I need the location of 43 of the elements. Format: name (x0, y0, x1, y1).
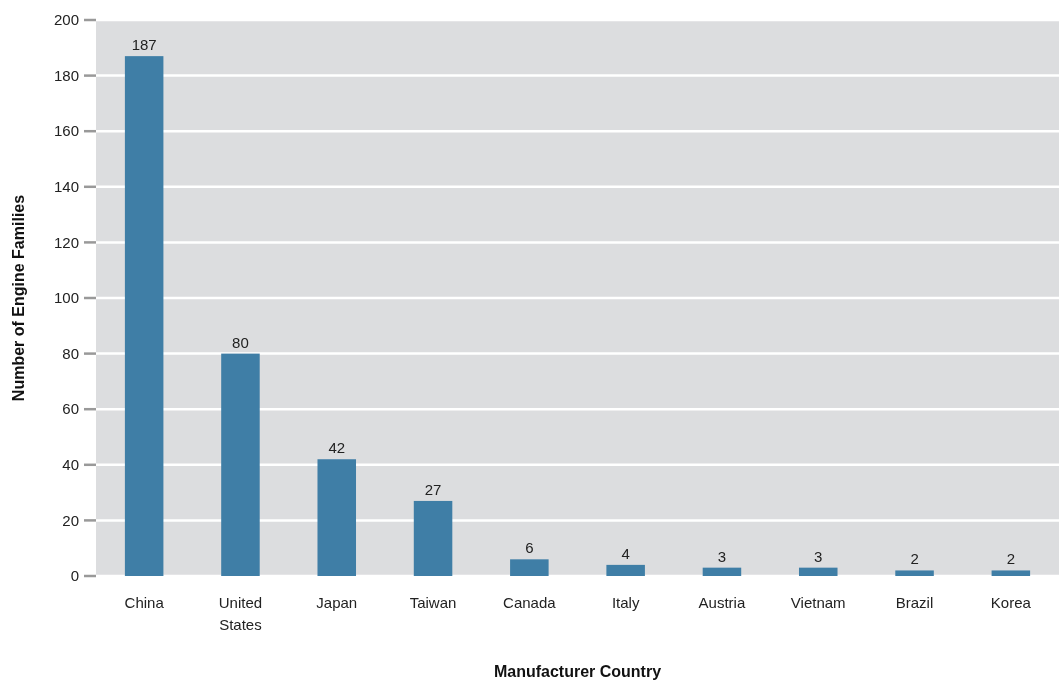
bar (606, 564, 645, 576)
data-label: 2 (1006, 550, 1016, 568)
y-tick-label: 80 (62, 344, 79, 362)
bar (798, 567, 838, 576)
bar (124, 56, 164, 576)
data-label: 187 (131, 36, 157, 54)
data-label: 4 (621, 544, 630, 562)
x-tick-label: United States (218, 594, 263, 633)
y-tick-label: 40 (62, 456, 79, 474)
y-tick-label: 100 (53, 289, 79, 307)
y-tick-label: 160 (53, 122, 79, 140)
data-label: 27 (424, 480, 442, 498)
y-tick-label: 120 (53, 233, 79, 251)
x-tick-label: China (124, 594, 165, 611)
y-tick-label: 60 (62, 400, 79, 418)
x-tick-label: Taiwan (409, 594, 457, 611)
bar (510, 559, 549, 576)
y-tick-label: 200 (53, 11, 79, 29)
x-tick-label: Canada (503, 594, 557, 611)
x-axis-title: Manufacturer Country (493, 663, 662, 680)
x-tick-label: Brazil (895, 594, 934, 611)
y-tick-label: 0 (70, 567, 79, 585)
y-tick-label: 180 (53, 66, 79, 84)
x-tick-label: Austria (698, 594, 746, 611)
bar (317, 459, 357, 576)
y-tick-label: 140 (53, 178, 79, 196)
data-label: 2 (910, 550, 919, 568)
y-tick-label: 20 (62, 511, 79, 529)
data-label: 42 (328, 439, 346, 457)
x-tick-label: Vietnam (790, 594, 846, 611)
data-label: 80 (232, 333, 249, 351)
bar (702, 567, 742, 576)
data-label: 6 (525, 539, 534, 557)
x-tick-label: Korea (990, 594, 1032, 611)
bar (413, 500, 453, 576)
bar (991, 570, 1031, 576)
x-tick-label: Japan (316, 594, 358, 611)
y-axis-title: Number of Engine Families (10, 194, 27, 402)
x-tick-label: Italy (611, 594, 640, 611)
data-label: 3 (717, 547, 727, 565)
bar (221, 353, 260, 576)
data-label: 3 (814, 547, 823, 565)
bar (895, 570, 934, 576)
